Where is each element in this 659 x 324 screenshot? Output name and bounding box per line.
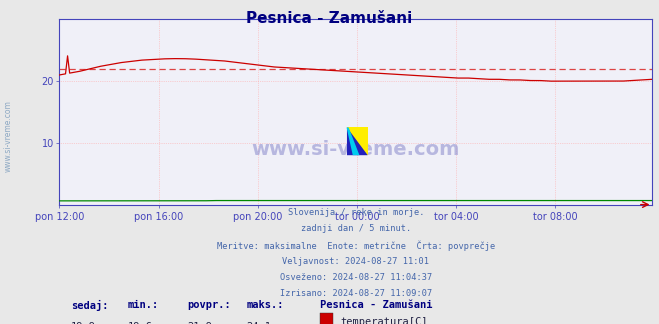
- Text: 24,1: 24,1: [246, 322, 271, 324]
- Text: Pesnica - Zamušani: Pesnica - Zamušani: [246, 11, 413, 26]
- Text: Meritve: maksimalne  Enote: metrične  Črta: povprečje: Meritve: maksimalne Enote: metrične Črta…: [217, 240, 495, 251]
- Polygon shape: [347, 127, 368, 155]
- Text: 19,6: 19,6: [128, 322, 152, 324]
- Text: Veljavnost: 2024-08-27 11:01: Veljavnost: 2024-08-27 11:01: [282, 257, 430, 266]
- Bar: [347, 127, 368, 155]
- Text: maks.:: maks.:: [246, 300, 283, 310]
- Text: 19,9: 19,9: [71, 322, 96, 324]
- Text: temperatura[C]: temperatura[C]: [341, 317, 428, 324]
- Text: 21,9: 21,9: [187, 322, 212, 324]
- Text: min.:: min.:: [128, 300, 159, 310]
- Text: Pesnica - Zamušani: Pesnica - Zamušani: [320, 300, 433, 310]
- Text: sedaj:: sedaj:: [71, 300, 109, 311]
- Text: zadnji dan / 5 minut.: zadnji dan / 5 minut.: [301, 224, 411, 233]
- Text: www.si-vreme.com: www.si-vreme.com: [3, 100, 13, 172]
- Text: Slovenija / reke in morje.: Slovenija / reke in morje.: [287, 208, 424, 217]
- Text: Osveženo: 2024-08-27 11:04:37: Osveženo: 2024-08-27 11:04:37: [279, 272, 432, 282]
- Polygon shape: [347, 127, 359, 155]
- Text: Izrisano: 2024-08-27 11:09:07: Izrisano: 2024-08-27 11:09:07: [279, 289, 432, 298]
- Bar: [320, 313, 333, 324]
- Text: www.si-vreme.com: www.si-vreme.com: [252, 140, 460, 158]
- Text: povpr.:: povpr.:: [187, 300, 231, 310]
